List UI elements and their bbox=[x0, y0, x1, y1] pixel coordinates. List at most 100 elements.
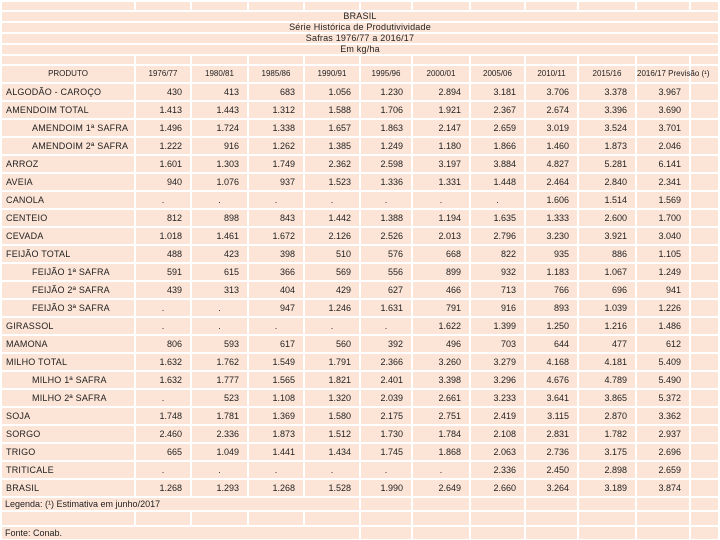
cell-value[interactable]: 1.246 bbox=[305, 300, 359, 316]
cell-value[interactable]: 2.046 bbox=[637, 138, 689, 154]
cell-value[interactable]: 1.523 bbox=[305, 174, 359, 190]
cell-value[interactable]: 935 bbox=[526, 246, 577, 262]
cell-value[interactable]: 1.745 bbox=[361, 444, 411, 460]
cell-value[interactable]: 940 bbox=[136, 174, 190, 190]
cell-value[interactable]: 2.674 bbox=[526, 102, 577, 118]
cell-value[interactable]: 1.268 bbox=[136, 480, 190, 496]
page-subtitle[interactable]: Série Histórica de Produtivividade bbox=[2, 23, 718, 32]
cell-value[interactable]: 2.660 bbox=[471, 480, 524, 496]
header-cell-year[interactable]: 1980/81 bbox=[192, 66, 247, 82]
cell-value[interactable]: 696 bbox=[579, 282, 635, 298]
header-cell-year[interactable]: 1985/86 bbox=[249, 66, 303, 82]
cell-value[interactable]: 806 bbox=[136, 336, 190, 352]
cell-value[interactable]: 1.442 bbox=[305, 210, 359, 226]
cell-value[interactable]: 6.141 bbox=[637, 156, 689, 172]
cell-value[interactable]: 3.197 bbox=[413, 156, 469, 172]
cell-value[interactable]: 916 bbox=[192, 138, 247, 154]
cell-value[interactable]: . bbox=[192, 192, 247, 208]
cell-value[interactable]: . bbox=[413, 192, 469, 208]
cell-value[interactable]: 1.606 bbox=[526, 192, 577, 208]
cell-value[interactable]: 1.385 bbox=[305, 138, 359, 154]
cell-value[interactable]: 3.175 bbox=[579, 444, 635, 460]
cell-value[interactable]: 1.549 bbox=[249, 354, 303, 370]
cell-value[interactable]: . bbox=[136, 300, 190, 316]
cell-value[interactable]: 1.434 bbox=[305, 444, 359, 460]
cell-value[interactable]: 2.464 bbox=[526, 174, 577, 190]
cell-value[interactable]: 2.063 bbox=[471, 444, 524, 460]
cell-value[interactable]: . bbox=[413, 462, 469, 478]
cell-value[interactable]: 1.108 bbox=[249, 390, 303, 406]
cell-value[interactable]: 1.336 bbox=[361, 174, 411, 190]
cell-value[interactable]: 1.262 bbox=[249, 138, 303, 154]
cell-value[interactable]: 488 bbox=[136, 246, 190, 262]
cell-value[interactable]: 713 bbox=[471, 282, 524, 298]
cell-product[interactable]: MILHO 2ª SAFRA bbox=[2, 390, 134, 406]
cell-product[interactable]: AMENDOIM TOTAL bbox=[2, 102, 134, 118]
cell-value[interactable]: 1.249 bbox=[361, 138, 411, 154]
cell-value[interactable]: 1.821 bbox=[305, 372, 359, 388]
cell-value[interactable]: 1.706 bbox=[361, 102, 411, 118]
cell-value[interactable]: 4.789 bbox=[579, 372, 635, 388]
cell-value[interactable]: 1.105 bbox=[637, 246, 689, 262]
cell-value[interactable]: 4.181 bbox=[579, 354, 635, 370]
cell-product[interactable]: CENTEIO bbox=[2, 210, 134, 226]
cell-product[interactable]: CEVADA bbox=[2, 228, 134, 244]
cell-product[interactable]: MILHO 1ª SAFRA bbox=[2, 372, 134, 388]
cell-value[interactable]: 3.115 bbox=[526, 408, 577, 424]
cell-value[interactable]: 886 bbox=[579, 246, 635, 262]
cell-product[interactable]: MAMONA bbox=[2, 336, 134, 352]
cell-value[interactable]: 668 bbox=[413, 246, 469, 262]
cell-value[interactable]: 1.777 bbox=[192, 372, 247, 388]
cell-value[interactable]: 5.490 bbox=[637, 372, 689, 388]
cell-value[interactable]: 1.338 bbox=[249, 120, 303, 136]
cell-value[interactable]: 2.598 bbox=[361, 156, 411, 172]
cell-product[interactable]: ARROZ bbox=[2, 156, 134, 172]
cell-value[interactable]: 644 bbox=[526, 336, 577, 352]
cell-value[interactable]: 2.659 bbox=[637, 462, 689, 478]
cell-value[interactable]: 812 bbox=[136, 210, 190, 226]
cell-value[interactable]: 1.512 bbox=[305, 426, 359, 442]
cell-value[interactable]: 569 bbox=[305, 264, 359, 280]
cell-value[interactable]: 3.181 bbox=[471, 84, 524, 100]
cell-value[interactable]: 822 bbox=[471, 246, 524, 262]
cell-value[interactable]: 496 bbox=[413, 336, 469, 352]
cell-value[interactable]: 2.401 bbox=[361, 372, 411, 388]
cell-value[interactable]: 1.762 bbox=[192, 354, 247, 370]
cell-value[interactable]: 1.781 bbox=[192, 408, 247, 424]
cell-value[interactable]: 1.183 bbox=[526, 264, 577, 280]
cell-value[interactable]: 932 bbox=[471, 264, 524, 280]
cell-value[interactable]: 843 bbox=[249, 210, 303, 226]
cell-value[interactable]: 1.791 bbox=[305, 354, 359, 370]
cell-value[interactable]: 366 bbox=[249, 264, 303, 280]
cell-value[interactable]: 1.782 bbox=[579, 426, 635, 442]
cell-value[interactable]: 1.222 bbox=[136, 138, 190, 154]
cell-value[interactable]: 3.524 bbox=[579, 120, 635, 136]
cell-product[interactable]: CANOLA bbox=[2, 192, 134, 208]
cell-value[interactable]: 3.230 bbox=[526, 228, 577, 244]
cell-value[interactable]: 576 bbox=[361, 246, 411, 262]
cell-value[interactable]: 510 bbox=[305, 246, 359, 262]
cell-value[interactable]: 1.635 bbox=[471, 210, 524, 226]
unit-label[interactable]: Em kg/ha bbox=[2, 45, 718, 54]
cell-value[interactable]: 2.367 bbox=[471, 102, 524, 118]
cell-value[interactable]: 1.369 bbox=[249, 408, 303, 424]
cell-value[interactable]: 2.898 bbox=[579, 462, 635, 478]
cell-value[interactable]: 1.460 bbox=[526, 138, 577, 154]
cell-value[interactable]: 1.039 bbox=[579, 300, 635, 316]
cell-value[interactable]: 413 bbox=[192, 84, 247, 100]
cell-product[interactable]: GIRASSOL bbox=[2, 318, 134, 334]
cell-value[interactable]: 2.659 bbox=[471, 120, 524, 136]
cell-value[interactable]: 1.067 bbox=[579, 264, 635, 280]
cell-value[interactable]: 3.874 bbox=[637, 480, 689, 496]
cell-value[interactable]: 423 bbox=[192, 246, 247, 262]
cell-value[interactable]: . bbox=[192, 300, 247, 316]
cell-value[interactable]: . bbox=[249, 318, 303, 334]
cell-value[interactable]: 2.039 bbox=[361, 390, 411, 406]
cell-value[interactable]: 593 bbox=[192, 336, 247, 352]
cell-value[interactable]: 3.019 bbox=[526, 120, 577, 136]
cell-value[interactable]: 313 bbox=[192, 282, 247, 298]
cell-value[interactable]: 1.921 bbox=[413, 102, 469, 118]
cell-value[interactable]: . bbox=[305, 318, 359, 334]
cell-value[interactable]: 430 bbox=[136, 84, 190, 100]
cell-product[interactable]: FEIJÃO 1ª SAFRA bbox=[2, 264, 134, 280]
